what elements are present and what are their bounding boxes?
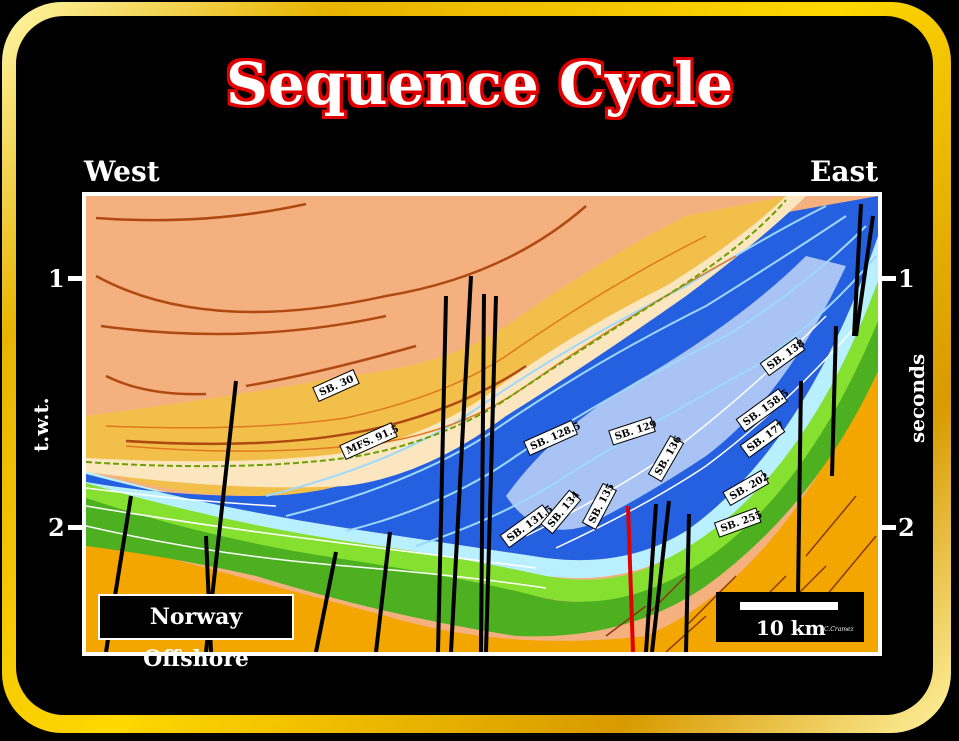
layer-cream (86, 196, 806, 488)
left-tick-1 (68, 276, 82, 281)
scale-bar (740, 602, 838, 610)
section-svg: SB. 30 MFS. 91.5 SB. 128.5 SB. 129 SB. 1… (86, 196, 878, 652)
scale-bar-box: 10 km C.Cramez (716, 592, 864, 642)
seismic-section: SB. 30 MFS. 91.5 SB. 128.5 SB. 129 SB. 1… (82, 192, 882, 656)
right-axis-label: seconds (905, 353, 929, 443)
red-fault (626, 505, 635, 652)
scale-label: 10 km (756, 616, 826, 640)
layer-green-dark (86, 316, 878, 637)
left-axis-label: t.w.t. (29, 397, 53, 452)
credit-label: C.Cramez (824, 626, 854, 633)
left-tick-2 (68, 525, 82, 530)
page-title: Sequence Cycle (225, 50, 734, 118)
right-tick-label-1: 1 (898, 264, 915, 293)
right-tick-2 (882, 525, 896, 530)
location-label: Norway Offshore (98, 594, 294, 672)
left-tick-label-2: 2 (48, 513, 65, 542)
west-label: West (84, 155, 160, 188)
left-tick-label-1: 1 (48, 264, 65, 293)
east-label: East (810, 155, 879, 188)
right-tick-1 (882, 276, 896, 281)
layer-yellow (86, 196, 786, 496)
right-tick-label-2: 2 (898, 513, 915, 542)
